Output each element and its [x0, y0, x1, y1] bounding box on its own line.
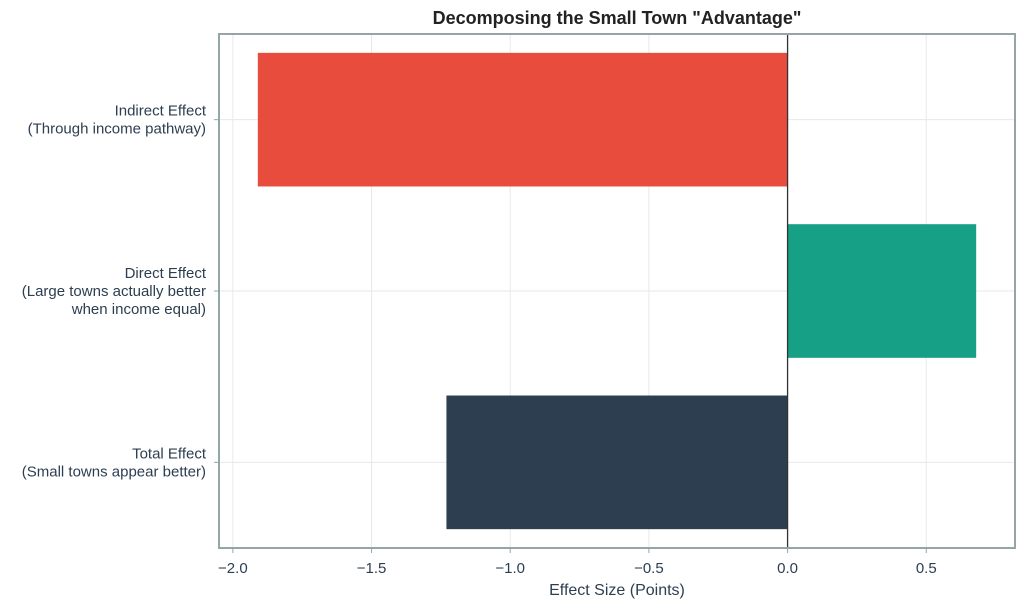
- x-ticks-layer: −2.0 −1.5 −1.0 −0.5 0.0 0.5: [218, 548, 937, 577]
- x-tick-label: −2.0: [218, 560, 248, 577]
- chart-title: Decomposing the Small Town "Advantage": [433, 8, 802, 28]
- bars-layer: [257, 52, 977, 530]
- x-tick-label: −1.0: [495, 560, 525, 577]
- bar-2: [446, 395, 788, 530]
- y-category-label: Direct Effect: [125, 265, 207, 282]
- y-category-label: when income equal): [71, 301, 206, 318]
- x-tick-label: 0.0: [777, 560, 798, 577]
- y-category-label: (Large towns actually better: [22, 283, 206, 300]
- bar-0: [257, 52, 788, 187]
- y-category-label: (Small towns appear better): [22, 463, 206, 480]
- y-category-label: (Through income pathway): [28, 121, 206, 138]
- y-category-label: Total Effect: [132, 445, 207, 462]
- y-labels-layer: Indirect Effect(Through income pathway) D…: [22, 103, 219, 480]
- bar-1: [787, 224, 977, 358]
- x-tick-label: −1.5: [357, 560, 387, 577]
- x-axis-label: Effect Size (Points): [549, 582, 685, 599]
- y-category-label: Indirect Effect: [115, 103, 207, 120]
- x-tick-label: −0.5: [634, 560, 664, 577]
- x-tick-label: 0.5: [916, 560, 937, 577]
